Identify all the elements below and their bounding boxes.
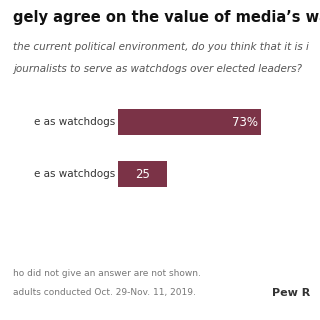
Bar	[118, 161, 167, 188]
Text: 73%: 73%	[232, 116, 258, 129]
Text: e as watchdogs: e as watchdogs	[34, 117, 115, 127]
Bar	[118, 109, 261, 135]
Text: ho did not give an answer are not shown.: ho did not give an answer are not shown.	[13, 269, 201, 278]
Text: Pew R: Pew R	[272, 288, 310, 298]
Text: 25: 25	[135, 168, 150, 181]
Text: journalists to serve as watchdogs over elected leaders?: journalists to serve as watchdogs over e…	[13, 64, 302, 74]
Text: e as watchdogs: e as watchdogs	[34, 169, 115, 180]
Text: the current political environment, do you think that it is i: the current political environment, do yo…	[13, 42, 309, 52]
Text: adults conducted Oct. 29-Nov. 11, 2019.: adults conducted Oct. 29-Nov. 11, 2019.	[13, 288, 196, 297]
Text: gely agree on the value of media’s watchdog r: gely agree on the value of media’s watch…	[13, 10, 320, 25]
